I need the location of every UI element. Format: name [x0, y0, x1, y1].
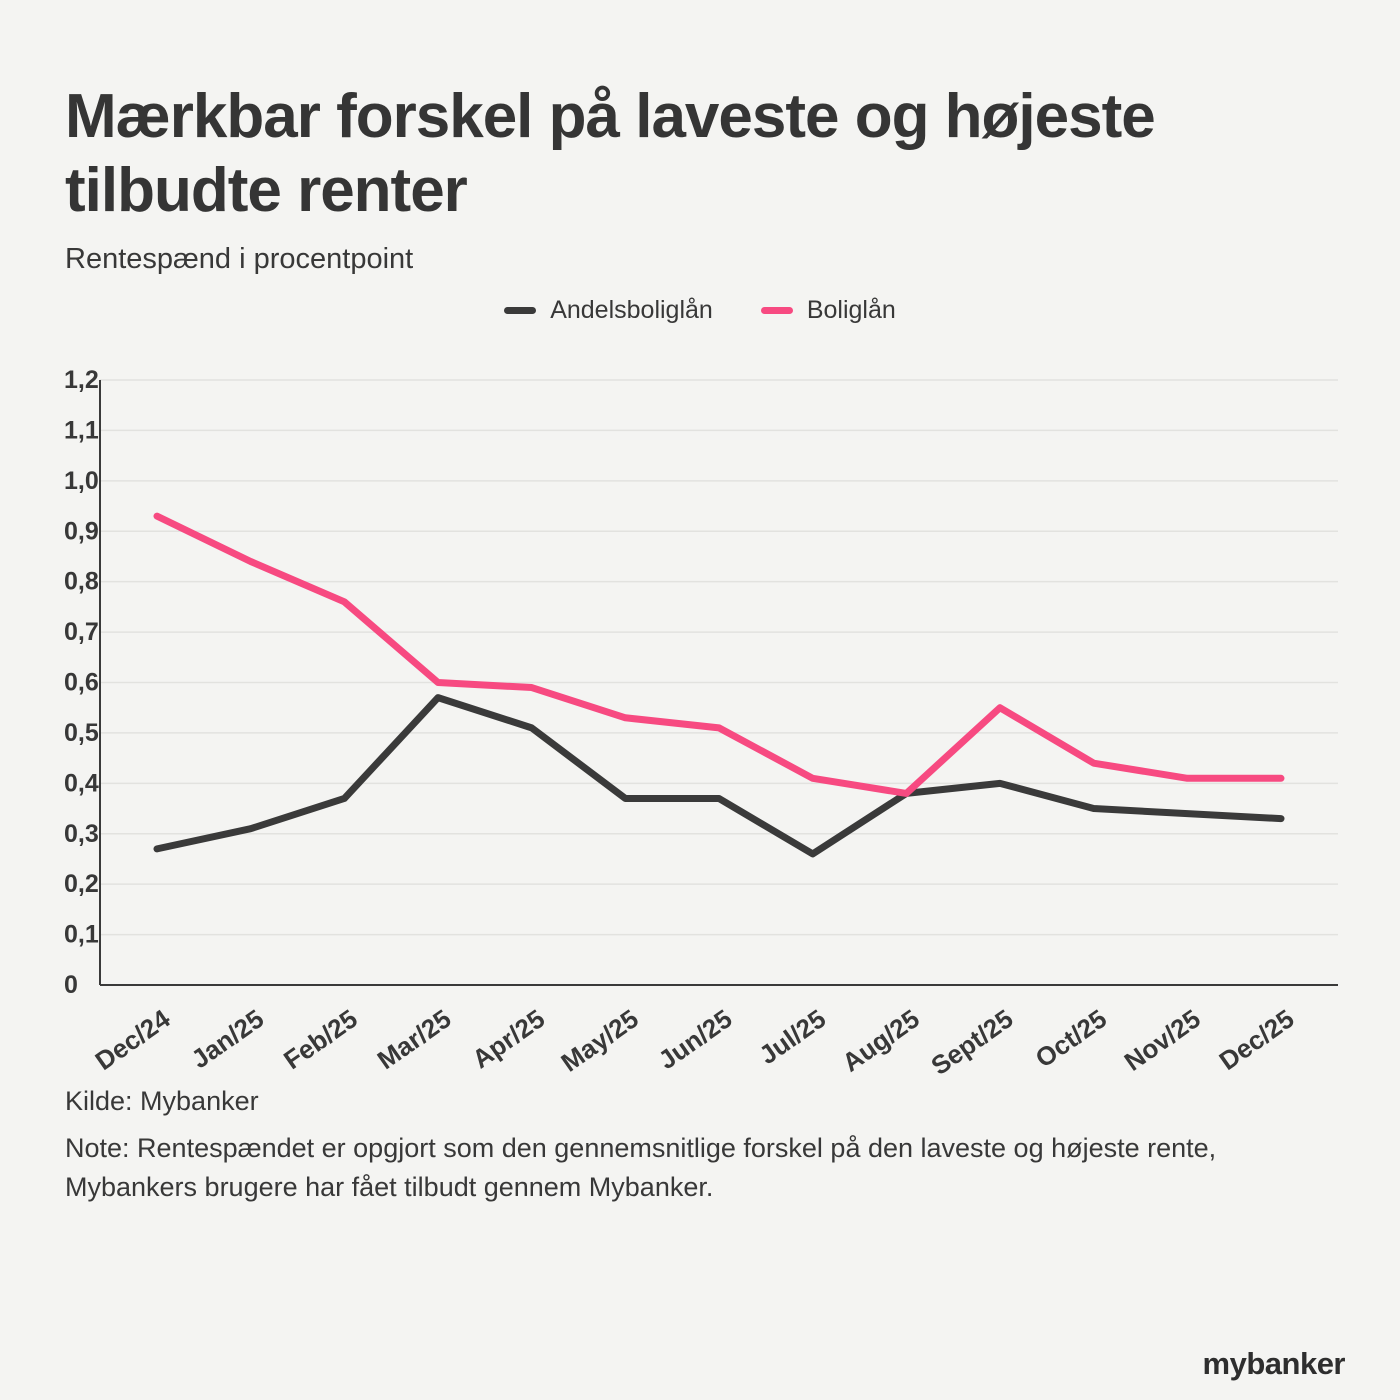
y-tick-label: 1,1: [64, 416, 99, 444]
x-tick-label: Mar/25: [372, 1003, 457, 1075]
mybanker-logo: mybanker: [1202, 1346, 1346, 1381]
series-line-andelsboliglaan: [153, 694, 1285, 858]
y-tick-label: 0,4: [64, 769, 99, 797]
y-tick-label: 0,7: [64, 618, 99, 646]
source-text: Kilde: Mybanker: [65, 1086, 259, 1116]
y-tick-label: 1,2: [64, 366, 99, 394]
x-tick-label: May/25: [556, 1003, 644, 1077]
x-tick-label: Sept/25: [925, 1003, 1018, 1081]
page-title: Mærkbar forskel på laveste og højeste ti…: [65, 81, 1156, 225]
x-tick-label: Dec/25: [1214, 1003, 1300, 1076]
x-tick-label: Jun/25: [653, 1003, 738, 1075]
y-tick-label: 0,6: [64, 669, 99, 697]
chart-legend: Andelsboliglån Boliglån: [0, 296, 1400, 325]
boliglaan-line-swatch: [760, 307, 793, 314]
x-tick-label: Jul/25: [754, 1003, 832, 1070]
chart-subtitle: Rentespænd i procentpoint: [65, 243, 414, 275]
y-tick-label: 0,2: [64, 870, 99, 898]
x-tick-label: Feb/25: [278, 1003, 363, 1075]
y-tick-label: 0,5: [64, 719, 99, 747]
legend-item-andelsboliglaan: Andelsboliglån: [504, 296, 713, 325]
legend-label-andelsboliglaan: Andelsboliglån: [550, 296, 713, 324]
x-tick-label: Apr/25: [467, 1003, 550, 1074]
legend-label-boliglaan: Boliglån: [806, 296, 896, 324]
x-tick-label: Aug/25: [837, 1003, 925, 1077]
x-tick-label: Jan/25: [186, 1003, 270, 1074]
legend-item-boliglaan: Boliglån: [760, 296, 896, 325]
line-chart-canvas: 0 0,1 0,2 0,3 0,4 0,5 0,6 0,7 0,8 0,9 1,0 1,1 1,2 Dec…: [64, 366, 1338, 1081]
y-tick-label: 1,0: [64, 467, 99, 495]
y-tick-label: 0,8: [64, 568, 99, 596]
series-line-boliglaan: [153, 512, 1285, 797]
y-tick-label: 0,1: [64, 921, 99, 949]
x-tick-label: Dec/24: [90, 1003, 176, 1076]
x-tick-label: Oct/25: [1030, 1003, 1112, 1073]
line-chart: 0 0,1 0,2 0,3 0,4 0,5 0,6 0,7 0,8 0,9 1,0 1,1 1,2 Dec…: [0, 355, 1400, 1095]
x-tick-label: Nov/25: [1119, 1003, 1206, 1076]
y-tick-label: 0,9: [64, 517, 99, 545]
y-tick-label: 0: [64, 971, 78, 999]
y-tick-label: 0,3: [64, 820, 99, 848]
note-text: Note: Rentespændet er opgjort som den ge…: [65, 1133, 1217, 1203]
andelsboliglaan-line-swatch: [504, 307, 537, 314]
chart-footer: Kilde: Mybanker Note: Rentespændet er op…: [65, 1082, 1345, 1207]
